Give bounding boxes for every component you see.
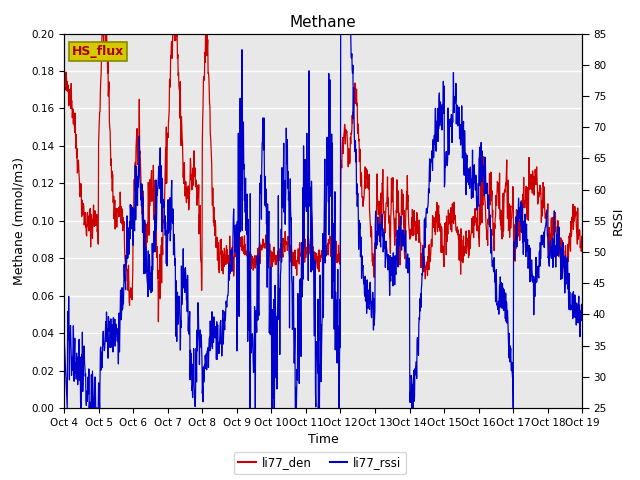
X-axis label: Time: Time xyxy=(308,433,339,446)
Y-axis label: RSSI: RSSI xyxy=(612,206,625,235)
Text: HS_flux: HS_flux xyxy=(72,45,124,58)
Title: Methane: Methane xyxy=(290,15,356,30)
Legend: li77_den, li77_rssi: li77_den, li77_rssi xyxy=(234,452,406,474)
Y-axis label: Methane (mmol/m3): Methane (mmol/m3) xyxy=(13,157,26,285)
